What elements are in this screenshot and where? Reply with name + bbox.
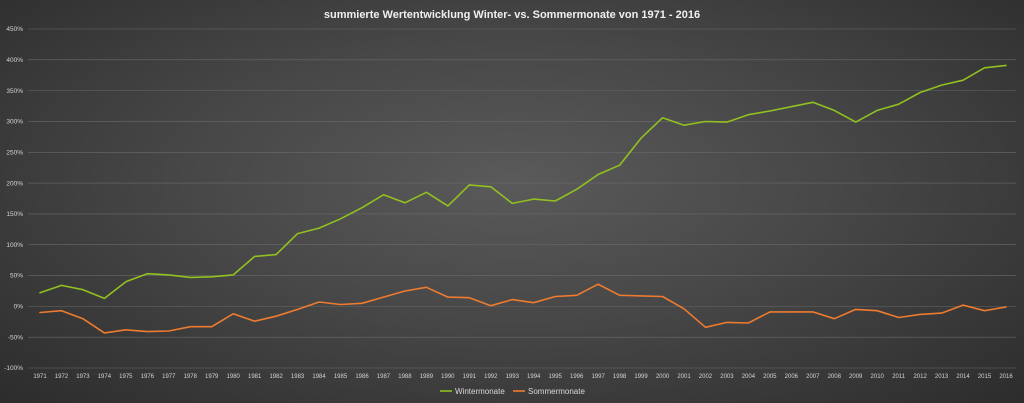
y-axis-tick-labels: -100% -50% 0% 50% 100% 150% 200% 250% 300% 350% 40… <box>4 26 23 372</box>
x-tick-label: 2014 <box>956 374 970 380</box>
x-tick-label: 1972 <box>55 374 69 380</box>
x-tick-label: 2004 <box>742 374 756 380</box>
x-tick-label: 1985 <box>334 374 348 380</box>
x-tick-label: 2016 <box>999 374 1013 380</box>
x-tick-label: 2011 <box>892 374 906 380</box>
x-axis-tick-labels: 1971 1972 1973 1974 1975 1976 1977 1978 1979 1980… <box>33 374 1013 380</box>
x-tick-label: 1995 <box>549 374 563 380</box>
x-tick-label: 1980 <box>227 374 241 380</box>
x-tick-label: 1973 <box>76 374 90 380</box>
x-tick-label: 1976 <box>141 374 155 380</box>
x-tick-label: 1989 <box>420 374 434 380</box>
x-tick-label: 1998 <box>613 374 627 380</box>
x-tick-label: 1996 <box>570 374 584 380</box>
x-tick-label: 1984 <box>312 374 326 380</box>
x-tick-label: 1977 <box>162 374 176 380</box>
x-tick-label: 2001 <box>677 374 691 380</box>
x-tick-label: 1988 <box>398 374 412 380</box>
y-tick-label: -50% <box>8 334 23 341</box>
y-tick-label: 350% <box>6 88 23 95</box>
x-tick-label: 1999 <box>634 374 648 380</box>
x-tick-label: 1983 <box>291 374 305 380</box>
x-tick-label: 1982 <box>269 374 283 380</box>
x-tick-label: 1987 <box>377 374 391 380</box>
y-tick-label: 150% <box>6 211 23 218</box>
x-tick-label: 2002 <box>699 374 713 380</box>
series-lines <box>39 64 1007 334</box>
x-tick-label: 1997 <box>591 374 605 380</box>
x-tick-label: 2013 <box>935 374 949 380</box>
y-tick-label: 400% <box>6 57 23 64</box>
x-tick-label: 1975 <box>119 374 133 380</box>
x-tick-label: 1992 <box>484 374 498 380</box>
y-tick-label: 250% <box>6 149 23 156</box>
x-tick-label: 2015 <box>978 374 992 380</box>
y-tick-label: 200% <box>6 180 23 187</box>
legend-label: Sommermonate <box>528 387 585 396</box>
x-tick-label: 2007 <box>806 374 820 380</box>
x-tick-label: 1994 <box>527 374 541 380</box>
legend-label: Wintermonate <box>455 387 505 396</box>
x-tick-label: 1978 <box>184 374 198 380</box>
y-tick-label: 100% <box>6 242 23 249</box>
x-tick-label: 2000 <box>656 374 670 380</box>
series-line-sommermonate <box>39 283 1007 334</box>
x-tick-label: 1974 <box>98 374 112 380</box>
x-tick-label: 2012 <box>913 374 927 380</box>
y-tick-label: 450% <box>6 26 23 33</box>
gridlines <box>28 28 1016 369</box>
x-tick-label: 1981 <box>248 374 262 380</box>
y-tick-label: 300% <box>6 119 23 126</box>
x-tick-label: 1971 <box>33 374 47 380</box>
chart-title: summierte Wertentwicklung Winter- vs. So… <box>324 9 700 21</box>
legend: Wintermonate Sommermonate <box>440 387 585 396</box>
y-tick-label: 50% <box>10 273 23 280</box>
x-tick-label: 1986 <box>355 374 369 380</box>
series-line-wintermonate <box>39 64 1007 300</box>
x-tick-label: 1979 <box>205 374 219 380</box>
x-tick-label: 2006 <box>785 374 799 380</box>
x-tick-label: 1991 <box>463 374 477 380</box>
x-tick-label: 2003 <box>720 374 734 380</box>
x-tick-label: 2009 <box>849 374 863 380</box>
x-tick-label: 2010 <box>871 374 885 380</box>
x-tick-label: 1990 <box>441 374 455 380</box>
x-tick-label: 2008 <box>828 374 842 380</box>
y-tick-label: 0% <box>14 304 24 311</box>
x-tick-label: 2005 <box>763 374 777 380</box>
y-tick-label: -100% <box>4 365 23 372</box>
x-tick-label: 1993 <box>506 374 520 380</box>
